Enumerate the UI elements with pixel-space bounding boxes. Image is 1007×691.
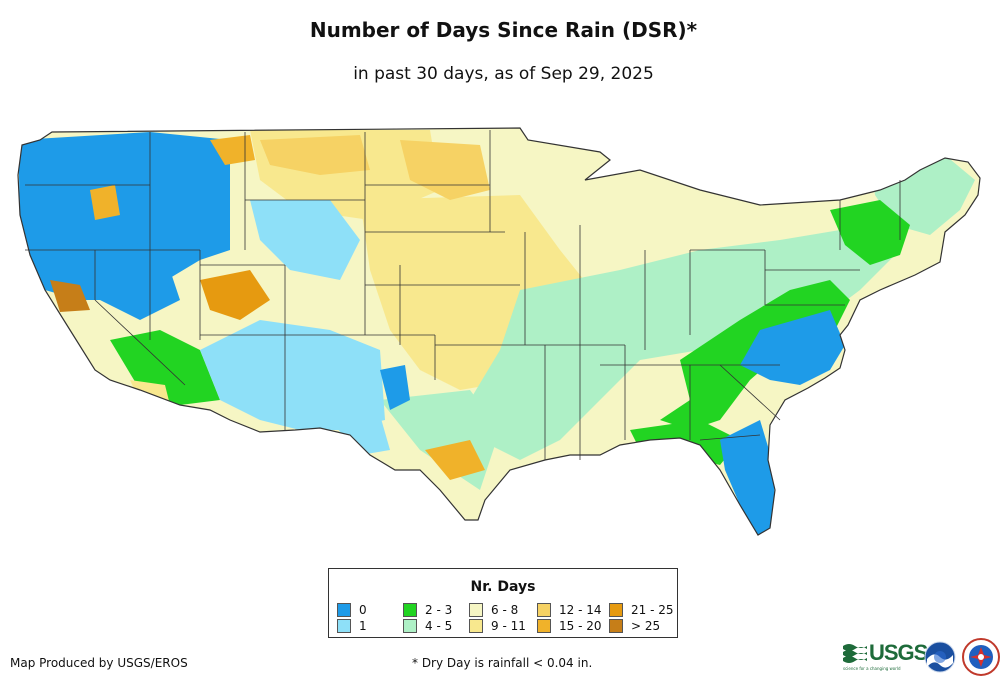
region-0-northwest <box>18 132 230 300</box>
region-15-20-oregon <box>90 185 120 220</box>
legend-swatch-12-14 <box>537 603 551 617</box>
region-1-wyoming <box>250 200 360 280</box>
legend-swatch-2-3 <box>403 603 417 617</box>
legend-swatch-over-25 <box>609 619 623 633</box>
region-1-southwest <box>200 320 385 430</box>
legend-swatch-15-20 <box>537 619 551 633</box>
usgs-tagline: science for a changing world <box>843 666 901 671</box>
legend-item-over-25: > 25 <box>609 619 660 633</box>
map-title: Number of Days Since Rain (DSR)* <box>309 18 698 42</box>
legend-swatch-1 <box>337 619 351 633</box>
state-borders <box>17 127 981 536</box>
legend-swatch-6-8 <box>469 603 483 617</box>
legend-item-15-20: 15 - 20 <box>537 619 602 633</box>
legend-item-12-14: 12 - 14 <box>537 603 602 617</box>
legend-label-over-25: > 25 <box>631 619 661 633</box>
legend-label-4-5: 4 - 5 <box>425 619 453 633</box>
legend-swatch-0 <box>337 603 351 617</box>
region-4-5-east <box>470 220 900 460</box>
map-subtitle: in past 30 days, as of Sep 29, 2025 <box>353 64 654 84</box>
region-12-14-montana <box>260 135 370 175</box>
legend-item-4-5: 4 - 5 <box>403 619 452 633</box>
legend-label-12-14: 12 - 14 <box>559 603 602 617</box>
usgs-wave-icon <box>843 644 867 663</box>
legend-label-6-8: 6 - 8 <box>491 603 519 617</box>
legend-label-15-20: 15 - 20 <box>559 619 602 633</box>
legend-item-9-11: 9 - 11 <box>469 619 526 633</box>
legend-label-9-11: 9 - 11 <box>491 619 526 633</box>
usgs-wordmark: USGS <box>869 640 928 665</box>
legend-swatch-4-5 <box>403 619 417 633</box>
usgs-logo: USGS science for a changing world <box>843 640 928 671</box>
legend-item-6-8: 6 - 8 <box>469 603 518 617</box>
region-0-carolinas <box>740 310 845 385</box>
legend-label-1: 1 <box>359 619 367 633</box>
region-2-3-sw <box>110 330 220 405</box>
legend-item-21-25: 21 - 25 <box>609 603 674 617</box>
footnote-text: * Dry Day is rainfall < 0.04 in. <box>412 656 593 670</box>
legend-item-0: 0 <box>337 603 367 617</box>
us-dsr-map <box>17 127 981 536</box>
region-15-20-texas <box>425 440 485 480</box>
legend-label-2-3: 2 - 3 <box>425 603 453 617</box>
legend-swatch-21-25 <box>609 603 623 617</box>
region-0-nevada <box>95 240 180 320</box>
credit-text: Map Produced by USGS/EROS <box>10 656 188 670</box>
legend-title: Nr. Days <box>470 579 536 595</box>
region-0-panhandle <box>380 365 410 410</box>
legend-item-1: 1 <box>337 619 367 633</box>
noaa-logo-icon <box>924 641 956 673</box>
legend-item-2-3: 2 - 3 <box>403 603 452 617</box>
region-0-florida <box>720 420 775 535</box>
region-15-20-idaho <box>210 135 255 165</box>
region-over-25-california <box>50 280 90 312</box>
legend-label-21-25: 21 - 25 <box>631 603 674 617</box>
legend-box: Nr. Days 0 1 2 - 3 4 - 5 6 - 8 9 - 11 12 <box>328 568 678 638</box>
legend-swatch-9-11 <box>469 619 483 633</box>
nws-logo-icon <box>962 638 1000 676</box>
region-21-25-utah <box>200 270 270 320</box>
legend-label-0: 0 <box>359 603 367 617</box>
region-1-west-texas <box>330 415 390 455</box>
region-2-3-northeast <box>830 200 910 265</box>
